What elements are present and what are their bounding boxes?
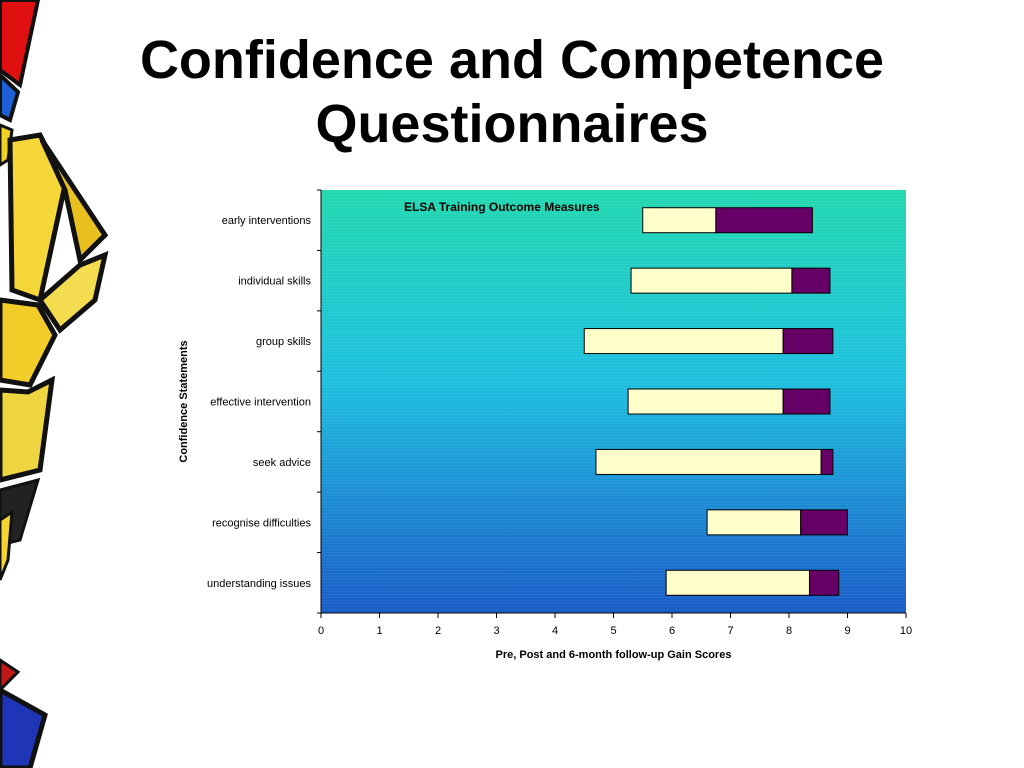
x-tick-label-8: 8 — [786, 625, 792, 637]
x-tick-label-3: 3 — [493, 625, 499, 637]
category-label-5: recognise difficulties — [212, 517, 311, 529]
bar-post-followup-6 — [808, 569, 840, 596]
x-tick-label-7: 7 — [727, 625, 733, 637]
bar-pre-post-5 — [706, 509, 802, 536]
category-label-2: group skills — [256, 336, 312, 348]
bar-pre-post-0 — [642, 207, 717, 234]
x-tick-label-0: 0 — [318, 625, 324, 637]
x-tick-label-5: 5 — [610, 625, 616, 637]
x-tick-label-1: 1 — [376, 625, 382, 637]
category-label-0: early interventions — [222, 215, 312, 227]
bar-post-followup-1 — [791, 267, 831, 294]
category-label-3: effective intervention — [210, 397, 311, 409]
chart-title: ELSA Training Outcome Measures — [404, 200, 600, 214]
bar-post-followup-3 — [782, 388, 831, 415]
stained-glass-decoration — [0, 0, 109, 768]
category-label-4: seek advice — [253, 457, 311, 469]
bar-pre-post-3 — [627, 388, 784, 415]
bar-post-followup-4 — [820, 448, 834, 475]
axes-layer: early interventions individual skills grou… — [207, 189, 912, 637]
bar-pre-post-4 — [595, 448, 822, 475]
x-tick-label-10: 10 — [900, 625, 912, 637]
category-label-1: individual skills — [238, 276, 311, 288]
bar-pre-post-6 — [665, 569, 810, 596]
x-tick-label-4: 4 — [552, 625, 558, 637]
x-axis-title: Pre, Post and 6-month follow-up Gain Sco… — [496, 649, 732, 661]
x-tick-label-6: 6 — [669, 625, 675, 637]
bar-post-followup-2 — [782, 328, 834, 355]
x-tick-label-2: 2 — [435, 625, 441, 637]
bar-pre-post-2 — [583, 328, 784, 355]
slide-title: Confidence and Competence Questionnaires — [90, 28, 934, 156]
bar-post-followup-0 — [715, 207, 813, 234]
x-tick-label-9: 9 — [844, 625, 850, 637]
slide-title-line2: Questionnaires — [315, 94, 709, 154]
category-label-6: understanding issues — [207, 578, 311, 590]
bar-pre-post-1 — [630, 267, 793, 294]
bar-post-followup-5 — [800, 509, 849, 536]
y-axis-title: Confidence Statements — [178, 340, 190, 462]
bars-layer — [583, 207, 849, 596]
slide-title-line1: Confidence and Competence — [139, 30, 885, 90]
